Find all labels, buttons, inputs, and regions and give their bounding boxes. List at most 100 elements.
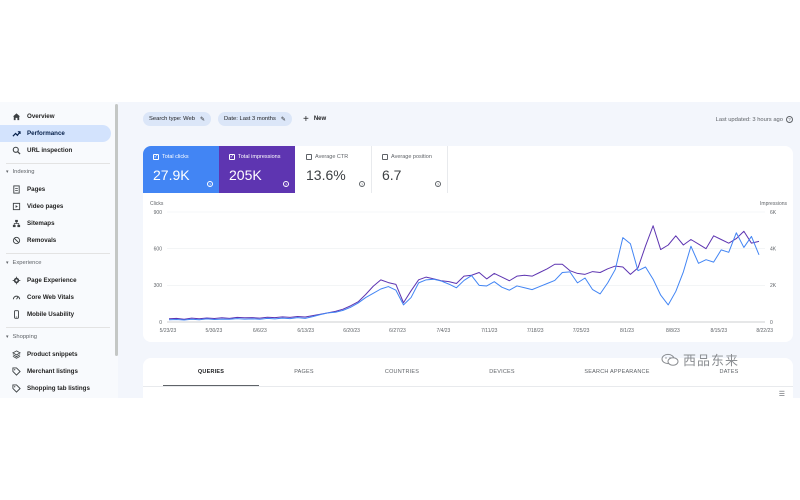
left-tick-label: 0: [159, 320, 162, 326]
video-icon: [11, 202, 21, 212]
help-icon[interactable]: ?: [283, 181, 289, 187]
help-icon[interactable]: ?: [207, 181, 213, 187]
right-tick-label: 6K: [770, 210, 777, 216]
sidebar-item-shopping-tab-listings[interactable]: Shopping tab listings: [0, 380, 111, 397]
checkbox-checked-icon[interactable]: ✓: [229, 153, 235, 160]
search-icon: [11, 146, 21, 156]
sidebar-item-label: Performance: [27, 130, 65, 137]
sidebar-item-performance[interactable]: Performance: [0, 125, 111, 142]
x-tick-label: 7/18/23: [527, 328, 544, 334]
tag-icon: [11, 367, 21, 377]
sidebar-item-label: Pages: [27, 186, 46, 193]
section-experience[interactable]: ▾ Experience: [6, 260, 42, 266]
clicks-series-line: [168, 232, 760, 321]
edit-icon: ✎: [199, 116, 206, 123]
sidebar-item-label: Shopping tab listings: [27, 385, 90, 392]
sidebar-item-label: Removals: [27, 237, 57, 244]
removals-icon: [11, 236, 21, 246]
sidebar-item-overview[interactable]: Overview: [0, 108, 111, 125]
metric-value: 205K: [229, 167, 262, 183]
metric-total-impressions[interactable]: ✓ Total impressions 205K ?: [219, 146, 295, 193]
section-indexing[interactable]: ▾ Indexing: [6, 169, 35, 175]
metric-value: 6.7: [382, 167, 402, 183]
sitemap-icon: [11, 219, 21, 229]
sidebar-item-product-snippets[interactable]: Product snippets: [0, 346, 111, 363]
chevron-down-icon: ▾: [6, 260, 9, 266]
sidebar-item-pages[interactable]: Pages: [0, 181, 111, 198]
chevron-down-icon: ▾: [6, 169, 9, 175]
sidebar-item-video-pages[interactable]: Video pages: [0, 198, 111, 215]
pages-icon: [11, 185, 21, 195]
watermark: 西品东来: [661, 350, 739, 369]
performance-line-chart[interactable]: Clicks Impressions 900 6K 600 4K 300 2K 0 0 5/23…: [143, 196, 793, 342]
filter-toolbar: Search type: Web ✎ Date: Last 3 months ✎ +…: [143, 112, 793, 126]
tab-countries[interactable]: COUNTRIES: [384, 369, 420, 375]
report-tabs-card: QUERIES PAGES COUNTRIES DEVICES SEARCH A…: [143, 358, 793, 398]
sidebar-item-sitemaps[interactable]: Sitemaps: [0, 215, 111, 232]
sidebar-item-page-experience[interactable]: Page Experience: [0, 272, 111, 289]
tab-dates[interactable]: DATES: [719, 369, 739, 375]
x-tick-label: 5/30/23: [206, 328, 223, 334]
checkbox-unchecked-icon[interactable]: [382, 154, 388, 160]
sidebar-item-label: Mobile Usability: [27, 311, 75, 318]
sidebar-item-core-web-vitals[interactable]: Core Web Vitals: [0, 289, 111, 306]
date-chip[interactable]: Date: Last 3 months ✎: [218, 112, 292, 126]
tab-queries[interactable]: QUERIES: [197, 369, 225, 375]
search-console-screen: Overview Performance URL inspection ▾ Ind…: [0, 102, 800, 398]
help-icon[interactable]: ?: [786, 116, 793, 123]
sidebar-item-label: Product snippets: [27, 351, 78, 358]
sidebar-item-mobile-usability[interactable]: Mobile Usability: [0, 306, 111, 323]
x-tick-label: 6/20/23: [343, 328, 360, 334]
sidebar-item-removals[interactable]: Removals: [0, 232, 111, 249]
wechat-icon: [661, 353, 679, 366]
sidebar-scrollbar[interactable]: [115, 104, 118, 356]
sidebar-item-label: Sitemaps: [27, 220, 55, 227]
sidebar-item-label: Merchant listings: [27, 368, 78, 375]
metric-average-position[interactable]: Average position 6.7 ?: [372, 146, 448, 193]
help-icon[interactable]: ?: [435, 181, 441, 187]
impressions-series-line: [168, 225, 760, 320]
sidebar-item-label: Page Experience: [27, 277, 77, 284]
metric-total-clicks[interactable]: ✓ Total clicks 27.9K ?: [143, 146, 219, 193]
tab-devices[interactable]: DEVICES: [489, 369, 515, 375]
x-tick-label: 7/4/23: [436, 328, 450, 334]
home-icon: [11, 112, 21, 122]
x-tick-label: 6/6/23: [253, 328, 267, 334]
filter-icon[interactable]: ☰: [778, 391, 785, 398]
left-tick-label: 900: [154, 210, 163, 216]
sidebar-divider: [6, 327, 110, 328]
metric-average-ctr[interactable]: Average CTR 13.6% ?: [296, 146, 372, 193]
tab-pages[interactable]: PAGES: [294, 369, 314, 375]
right-tick-label: 2K: [770, 283, 777, 289]
sidebar-item-label: Video pages: [27, 203, 64, 210]
sidebar-item-label: Core Web Vitals: [27, 294, 74, 301]
sidebar-divider: [6, 253, 110, 254]
section-shopping[interactable]: ▾ Shopping: [6, 334, 38, 340]
right-axis-label: Impressions: [760, 201, 787, 207]
x-tick-label: 8/1/23: [620, 328, 634, 334]
sidebar-item-url-inspection[interactable]: URL inspection: [0, 142, 111, 159]
gear-icon: [11, 276, 21, 286]
checkbox-checked-icon[interactable]: ✓: [153, 153, 159, 160]
tag-icon: [11, 384, 21, 394]
performance-chart-card: ✓ Total clicks 27.9K ? ✓ Total impressions…: [143, 146, 793, 342]
help-icon[interactable]: ?: [359, 181, 365, 187]
metric-value: 27.9K: [153, 167, 190, 183]
gauge-icon: [11, 293, 21, 303]
left-tick-label: 300: [154, 283, 163, 289]
tab-search-appearance[interactable]: SEARCH APPEARANCE: [584, 369, 650, 375]
sidebar-item-merchant-listings[interactable]: Merchant listings: [0, 363, 111, 380]
sidebar-divider: [6, 163, 110, 164]
stack-icon: [11, 350, 21, 360]
right-tick-label: 4K: [770, 246, 777, 252]
edit-icon: ✎: [280, 116, 286, 123]
trending-up-icon: [11, 129, 21, 139]
sidebar: Overview Performance URL inspection ▾ Ind…: [0, 102, 118, 398]
left-axis-label: Clicks: [150, 201, 164, 207]
new-filter-button[interactable]: + New: [303, 113, 327, 125]
search-type-chip[interactable]: Search type: Web ✎: [143, 112, 212, 126]
x-tick-label: 7/25/23: [573, 328, 590, 334]
checkbox-unchecked-icon[interactable]: [306, 154, 312, 160]
x-tick-label: 6/13/23: [297, 328, 314, 334]
sidebar-item-label: URL inspection: [27, 147, 73, 154]
